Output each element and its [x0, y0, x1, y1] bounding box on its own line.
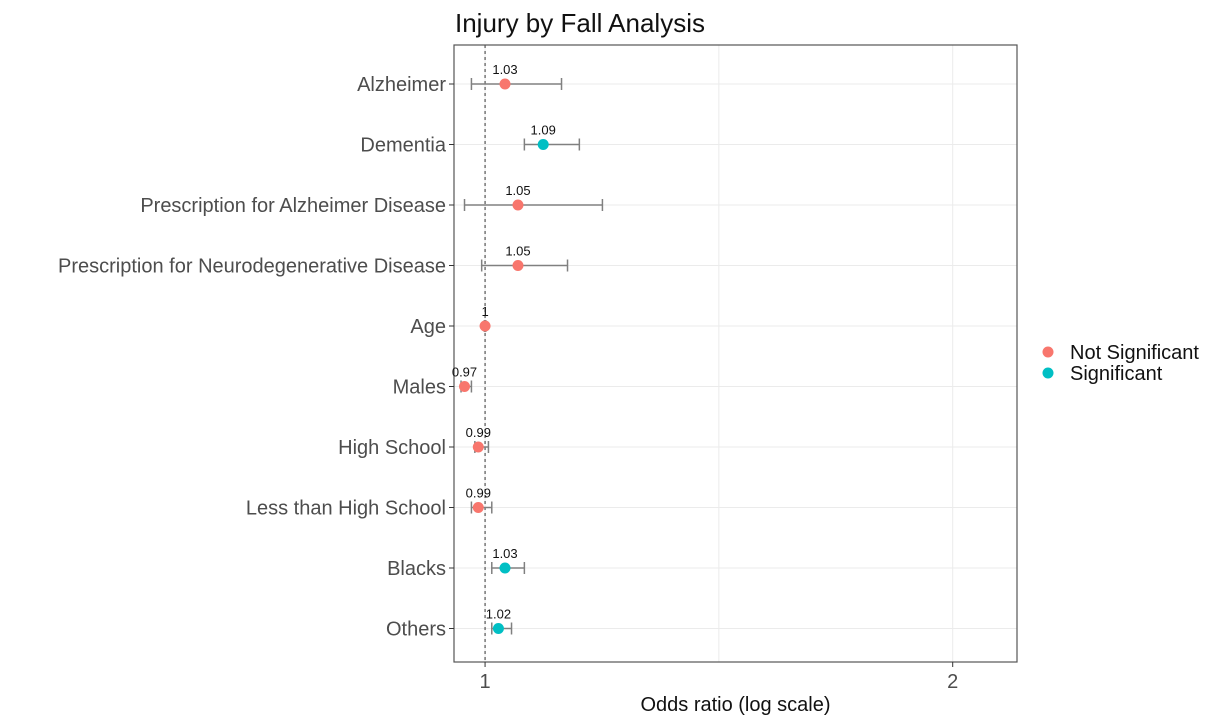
plot-panel [454, 45, 1017, 662]
category-label: Less than High School [246, 498, 446, 520]
value-label: 1.05 [505, 244, 530, 259]
value-label: 1 [481, 304, 488, 319]
legend-key [1042, 346, 1054, 358]
legend-key [1042, 367, 1054, 379]
category-label: Blacks [387, 558, 446, 580]
data-point [472, 441, 484, 453]
legend-label: Significant [1070, 363, 1163, 385]
category-label: Prescription for Neurodegenerative Disea… [58, 256, 446, 278]
category-label: Males [393, 377, 446, 399]
category-label: Age [410, 316, 446, 338]
legend-label: Not Significant [1070, 342, 1199, 364]
data-point [472, 502, 484, 513]
data-point [499, 562, 511, 574]
data-point [492, 623, 504, 634]
category-label: Dementia [360, 135, 446, 157]
data-point [479, 320, 491, 332]
category-label: Prescription for Alzheimer Disease [140, 195, 446, 217]
plot-border [453, 44, 1018, 663]
value-label: 0.97 [452, 365, 477, 380]
category-label: High School [338, 437, 446, 459]
data-point [512, 199, 524, 211]
data-point [499, 78, 511, 90]
category-label: Others [386, 619, 446, 641]
value-label: 0.99 [466, 425, 491, 440]
value-label: 1.02 [486, 607, 511, 622]
value-label: 1.05 [505, 183, 530, 198]
chart-title: Injury by Fall Analysis [455, 8, 705, 38]
value-label: 1.03 [492, 62, 517, 77]
x-tick-label: 1 [480, 671, 491, 693]
category-label: Alzheimer [357, 74, 446, 96]
value-label: 1.03 [492, 546, 517, 561]
data-point [537, 139, 549, 150]
x-tick-label: 2 [947, 671, 958, 693]
x-axis-title: Odds ratio (log scale) [640, 694, 830, 716]
value-label: 0.99 [466, 486, 491, 501]
data-point [512, 260, 524, 271]
value-label: 1.09 [531, 123, 556, 138]
data-point [459, 381, 471, 392]
